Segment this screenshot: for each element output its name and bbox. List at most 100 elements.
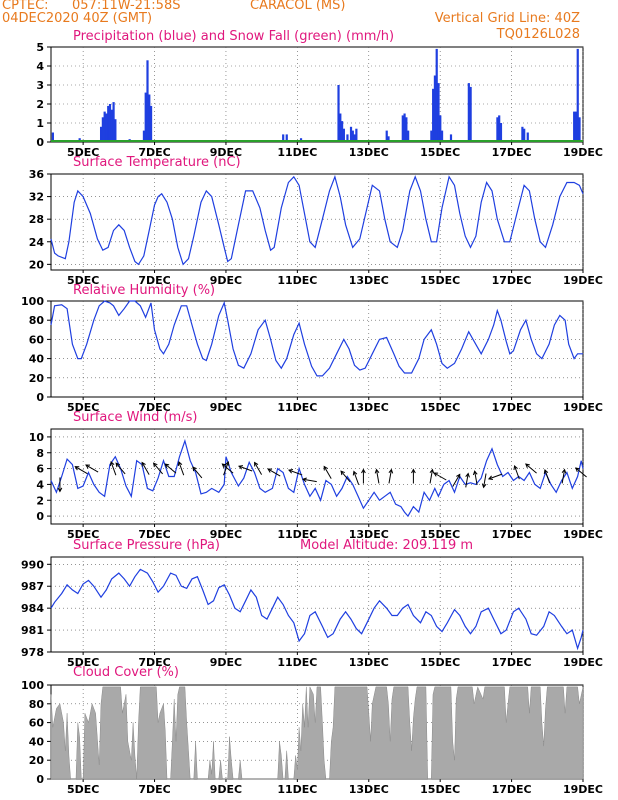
wind-arrow [301, 477, 317, 483]
wind-arrow-head [411, 468, 416, 474]
precip-bar [573, 111, 576, 142]
temperature-xtick-label: 7DEC [138, 274, 170, 287]
precip-bar [467, 83, 470, 142]
wind-arrow [452, 473, 461, 487]
wind-arrow-head [221, 463, 227, 468]
precip-xtick-label: 7DEC [138, 146, 170, 159]
wind-line [50, 438, 584, 518]
wind-arrow-head [323, 465, 328, 471]
wind-arrow-shaft [110, 461, 117, 476]
precip-bar [578, 117, 581, 142]
temperature-ytick-label: 36 [29, 168, 45, 181]
wind-arrow-shaft [483, 473, 487, 488]
precip-bar [349, 126, 353, 142]
wind-arrow [374, 468, 380, 484]
wind-arrow-shaft [164, 463, 177, 474]
temperature-xtick-label: 5DEC [67, 274, 99, 287]
cloud-ytick-label: 40 [29, 735, 45, 748]
humidity-ytick-label: 60 [29, 333, 45, 346]
precip-bar [51, 132, 54, 142]
precip-bar [469, 86, 472, 142]
precip-bar [285, 134, 288, 142]
precip-bar [112, 102, 115, 142]
pressure-xtick-label: 15DEC [420, 656, 460, 669]
wind-arrow-head [301, 477, 307, 483]
precip-bar [110, 109, 113, 142]
wind-arrow [433, 472, 447, 481]
wind-arrow-head [238, 465, 244, 470]
precip-bar [523, 128, 526, 142]
precip-ytick-label: 0 [36, 136, 44, 149]
humidity-xtick-label: 15DEC [420, 401, 460, 414]
humidity-xtick-label: 7DEC [138, 401, 170, 414]
wind-arrow-head [456, 473, 461, 479]
wind-arrow-shaft [525, 463, 537, 474]
wind-arrow-shaft [514, 465, 520, 480]
wind-title: Surface Wind (m/s) [73, 410, 198, 425]
wind-arrow [472, 470, 478, 486]
wind-arrow-shaft [238, 465, 253, 472]
cloud-xtick-label: 7DEC [138, 783, 170, 796]
wind-ytick-label: 10 [29, 431, 45, 444]
wind-arrow [525, 463, 537, 474]
precip-xtick-label: 19DEC [563, 146, 603, 159]
humidity-xtick-label: 19DEC [563, 401, 603, 414]
precip-xtick-label: 5DEC [67, 146, 99, 159]
precip-bar [576, 48, 579, 142]
wind-arrow [487, 473, 503, 480]
wind-arrow [192, 466, 203, 479]
wind-arrow-head [543, 468, 549, 474]
wind-arrow-shaft [375, 469, 380, 484]
wind-ytick-label: 4 [36, 478, 44, 491]
wind-arrow-shaft [153, 462, 163, 475]
precip-title: Precipitation (blue) and Snow Fall (gree… [73, 29, 395, 44]
cloud-ytick-label: 100 [21, 679, 44, 692]
wind-arrow-head [288, 469, 294, 474]
precip-bar [108, 104, 112, 142]
model-altitude: Model Altitude: 209.119 m [300, 538, 474, 553]
precip-bar [385, 130, 388, 142]
wind-arrow-shaft [340, 470, 351, 483]
cloud-ytick-label: 20 [29, 754, 45, 767]
header-location: 057:11W-21:58S [72, 0, 181, 13]
wind-arrow-shaft [452, 474, 461, 487]
precip-bar [440, 130, 444, 142]
wind-arrow [513, 464, 520, 480]
wind-xtick-label: 15DEC [420, 528, 460, 541]
wind-arrow-shaft [544, 469, 551, 484]
header-grid-note: Vertical Grid Line: 40Z [434, 11, 580, 26]
wind-arrow-head [177, 461, 183, 467]
wind-arrow-head [429, 468, 435, 474]
precip-bar [433, 75, 437, 142]
cloud-xtick-label: 13DEC [349, 783, 389, 796]
humidity-ytick-label: 40 [29, 353, 45, 366]
wind-xtick-label: 19DEC [563, 528, 603, 541]
wind-arrow-head [74, 466, 80, 471]
cloud-xtick-label: 5DEC [67, 783, 99, 796]
wind-arrow [221, 463, 234, 474]
wind-xtick-label: 5DEC [67, 528, 99, 541]
wind-arrow [223, 461, 230, 476]
wind-arrow [411, 468, 416, 484]
wind-arrow-shaft [388, 469, 392, 484]
wind-arrow-head [141, 461, 146, 467]
temperature-title: Surface Temperature (nC) [73, 155, 241, 170]
wind-arrow-head [487, 475, 493, 480]
wind-arrow-head [115, 462, 121, 468]
precip-bar [99, 126, 103, 142]
precip-ytick-label: 1 [36, 117, 44, 130]
wind-arrow-head [561, 468, 567, 474]
precip-bar [403, 113, 406, 142]
wind-arrow-head [374, 468, 380, 474]
precip-bar [105, 113, 108, 142]
wind-arrow-head [340, 470, 345, 476]
wind-xtick-label: 11DEC [277, 528, 317, 541]
precip-bar [407, 130, 410, 142]
precip-ytick-label: 4 [36, 60, 44, 73]
precip-bar [103, 111, 106, 142]
precip-bar [449, 134, 453, 142]
precip-bar [498, 115, 501, 142]
wind-arrow-shaft [353, 471, 360, 485]
wind-arrow-head [192, 466, 197, 472]
wind-arrow-head [525, 463, 530, 468]
